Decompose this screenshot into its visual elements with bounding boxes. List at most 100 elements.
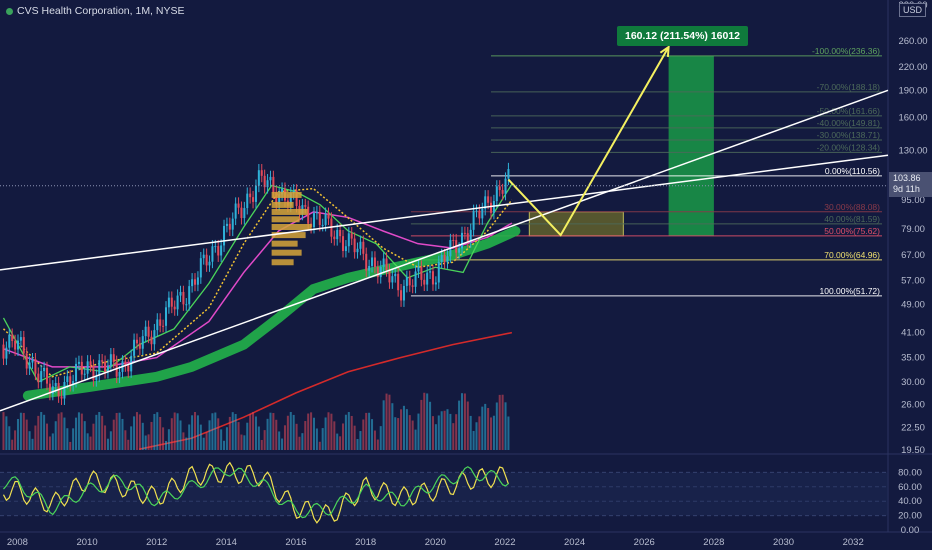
volume-bar bbox=[292, 414, 295, 450]
candle-body bbox=[423, 279, 426, 285]
volume-bar bbox=[330, 413, 333, 450]
volume-bar bbox=[460, 393, 464, 450]
fib-level-label: 50.00%(75.62) bbox=[824, 226, 880, 236]
candle-body bbox=[28, 362, 31, 369]
time-axis-label: 2008 bbox=[7, 537, 28, 548]
candle-body bbox=[388, 270, 391, 283]
volume-bar bbox=[263, 430, 266, 450]
symbol-header[interactable]: CVS Health Corporation, 1M, NYSE bbox=[6, 5, 185, 17]
time-axis-label: 2018 bbox=[355, 537, 376, 548]
candle-body bbox=[414, 271, 417, 287]
volume-bar bbox=[118, 412, 121, 450]
volume-bar bbox=[159, 417, 162, 450]
projection-arrowhead bbox=[659, 45, 670, 58]
candle-body bbox=[246, 193, 249, 209]
candle-body bbox=[359, 241, 362, 249]
candle-body bbox=[385, 258, 388, 271]
trend-line bbox=[0, 154, 889, 271]
volume-profile-bar bbox=[271, 216, 300, 223]
volume-bar bbox=[368, 412, 371, 450]
volume-bar bbox=[333, 421, 336, 450]
volume-bar bbox=[371, 419, 374, 450]
volume-bar bbox=[31, 438, 34, 450]
candle-body bbox=[135, 339, 138, 344]
price-axis-label: 190.00 bbox=[898, 85, 927, 96]
candle-body bbox=[382, 258, 385, 267]
volume-bar bbox=[191, 415, 194, 450]
candle-body bbox=[118, 371, 121, 377]
candle-body bbox=[199, 258, 202, 278]
candle-body bbox=[182, 291, 185, 305]
volume-bar bbox=[414, 429, 417, 450]
volume-bar bbox=[400, 409, 403, 450]
volume-bar bbox=[484, 403, 487, 450]
volume-bar bbox=[156, 412, 159, 450]
volume-bar bbox=[16, 419, 20, 450]
volume-bar bbox=[223, 440, 226, 450]
volume-bar bbox=[164, 440, 168, 450]
volume-bar bbox=[373, 430, 376, 450]
volume-bar bbox=[272, 413, 275, 450]
volume-bar bbox=[196, 415, 199, 450]
candle-body bbox=[254, 185, 257, 202]
candle-body bbox=[257, 170, 260, 186]
volume-bar bbox=[257, 426, 260, 450]
volume-bar bbox=[101, 415, 104, 450]
volume-bar bbox=[315, 428, 318, 450]
volume-bar bbox=[22, 412, 25, 450]
candle-body bbox=[69, 376, 72, 386]
candle-body bbox=[144, 326, 147, 337]
price-axis-label: 160.00 bbox=[898, 113, 927, 124]
volume-bar bbox=[8, 426, 11, 450]
fib-level-label: 30.00%(88.08) bbox=[824, 202, 880, 212]
candle-body bbox=[347, 233, 350, 247]
candle-body bbox=[469, 229, 472, 242]
volume-bar bbox=[28, 431, 31, 450]
candle-body bbox=[156, 319, 159, 331]
candle-body bbox=[411, 285, 414, 287]
volume-bar bbox=[252, 412, 255, 450]
candle-body bbox=[478, 210, 481, 219]
candle-body bbox=[40, 371, 43, 383]
candle-body bbox=[504, 178, 507, 194]
candle-body bbox=[104, 361, 107, 373]
candle-body bbox=[72, 381, 75, 386]
volume-bar bbox=[150, 421, 153, 450]
currency-badge[interactable]: USD bbox=[898, 3, 926, 17]
volume-bar bbox=[95, 414, 98, 450]
volume-bar bbox=[376, 439, 379, 450]
candle-body bbox=[205, 254, 208, 266]
trend-line bbox=[0, 89, 889, 412]
volume-bar bbox=[135, 412, 138, 450]
candle-body bbox=[159, 319, 162, 326]
candle-body bbox=[371, 257, 374, 266]
volume-bar bbox=[504, 402, 507, 450]
candle-body bbox=[458, 248, 461, 253]
candle-body bbox=[22, 337, 25, 354]
candle-body bbox=[185, 304, 188, 306]
volume-bar bbox=[423, 392, 426, 450]
volume-bar bbox=[249, 414, 252, 450]
volume-bar bbox=[321, 428, 324, 450]
volume-bar bbox=[478, 416, 481, 450]
volume-bar bbox=[176, 413, 179, 450]
candle-body bbox=[223, 225, 226, 246]
volume-bar bbox=[46, 423, 49, 450]
time-axis-label: 2016 bbox=[285, 537, 306, 548]
volume-bar bbox=[365, 412, 368, 450]
volume-bar bbox=[202, 437, 205, 450]
volume-bar bbox=[275, 419, 278, 450]
volume-bar bbox=[359, 431, 362, 450]
volume-bar bbox=[37, 415, 40, 450]
candle-body bbox=[54, 382, 57, 387]
price-axis-label: 49.00 bbox=[901, 299, 925, 310]
price-axis-label: 30.00 bbox=[901, 377, 925, 388]
price-axis-label: 57.00 bbox=[901, 276, 925, 287]
candle-body bbox=[315, 211, 318, 214]
volume-bar bbox=[336, 433, 339, 450]
volume-bar bbox=[19, 412, 22, 450]
time-axis-label: 2012 bbox=[146, 537, 167, 548]
candle-body bbox=[98, 360, 101, 376]
